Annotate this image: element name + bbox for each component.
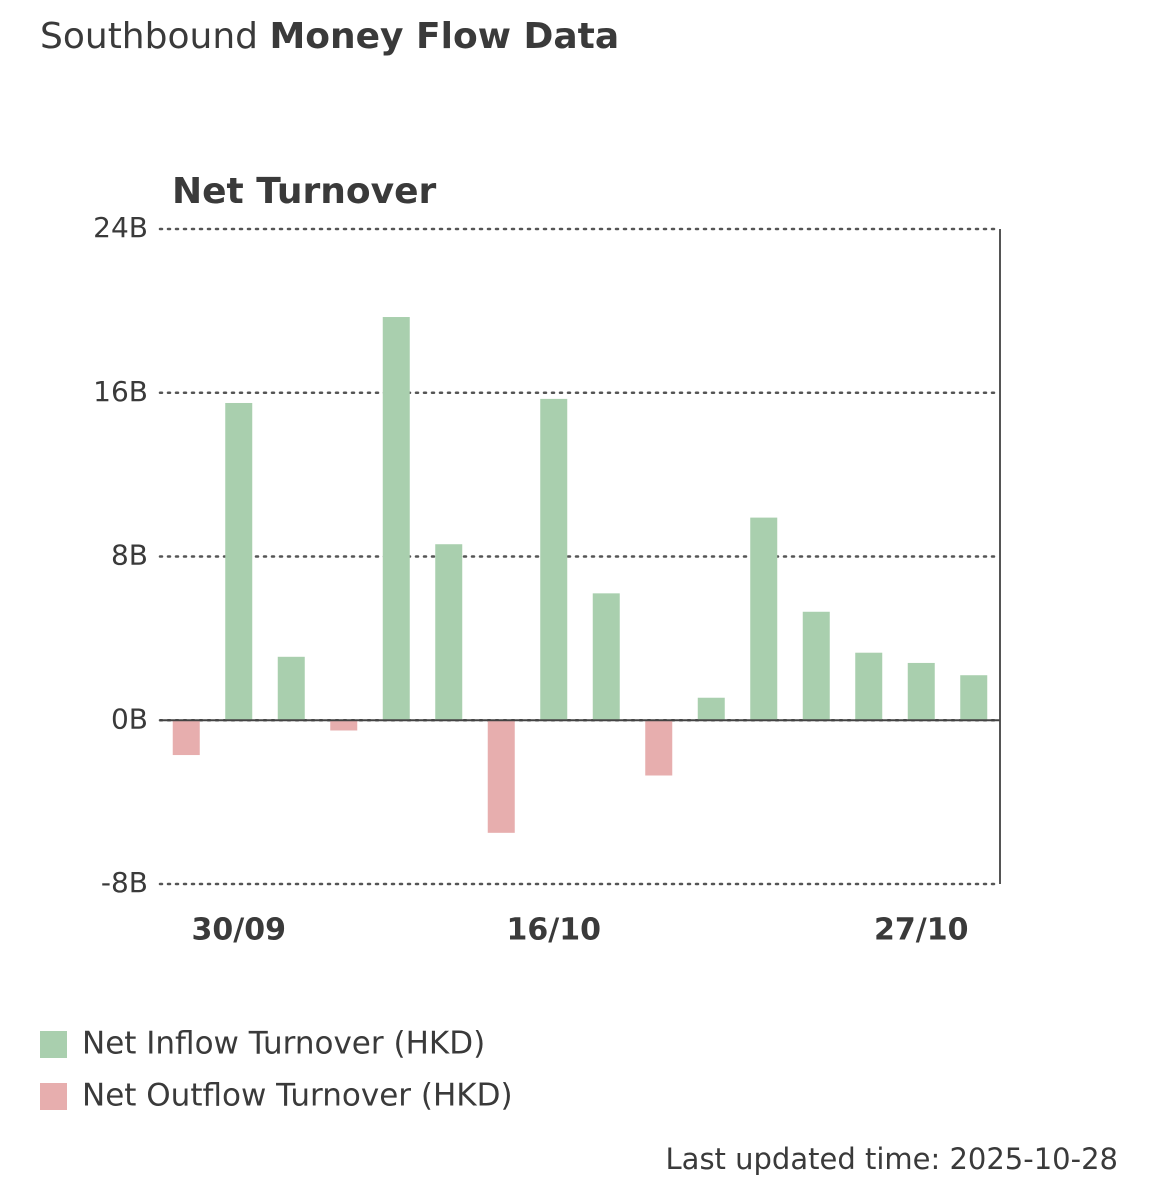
page-title: Southbound Money Flow Data — [40, 16, 619, 57]
y-tick-label: 24B — [93, 211, 148, 244]
bar — [277, 656, 305, 721]
updated-time: Last updated time: 2025-10-28 — [666, 1142, 1118, 1176]
y-tick-label: 16B — [93, 375, 148, 408]
bar — [592, 593, 620, 721]
bar — [382, 317, 410, 721]
y-tick-label: 0B — [111, 702, 148, 735]
bar — [855, 652, 883, 721]
y-tick-label: 8B — [111, 539, 148, 572]
x-tick-label: 16/10 — [507, 913, 601, 948]
legend-label: Net Outflow Turnover (HKD) — [82, 1078, 513, 1114]
legend-swatch — [40, 1031, 67, 1058]
bar — [487, 720, 515, 833]
bar — [697, 697, 725, 721]
bar — [750, 517, 778, 721]
title-light: Southbound — [40, 16, 258, 57]
bar — [435, 544, 463, 721]
bar — [960, 675, 988, 721]
legend-label: Net Inflow Turnover (HKD) — [82, 1026, 485, 1062]
bar — [802, 611, 830, 721]
bar — [540, 398, 568, 721]
x-tick-label: 30/09 — [192, 913, 286, 948]
bar — [645, 720, 673, 776]
title-bold: Money Flow Data — [269, 16, 619, 57]
bar — [330, 720, 358, 731]
chart-title: Net Turnover — [172, 171, 437, 212]
bar — [172, 720, 200, 756]
x-tick-label: 27/10 — [874, 913, 968, 948]
bar — [907, 662, 935, 721]
bar — [225, 402, 253, 721]
legend-swatch — [40, 1083, 67, 1110]
y-tick-label: -8B — [101, 866, 148, 899]
